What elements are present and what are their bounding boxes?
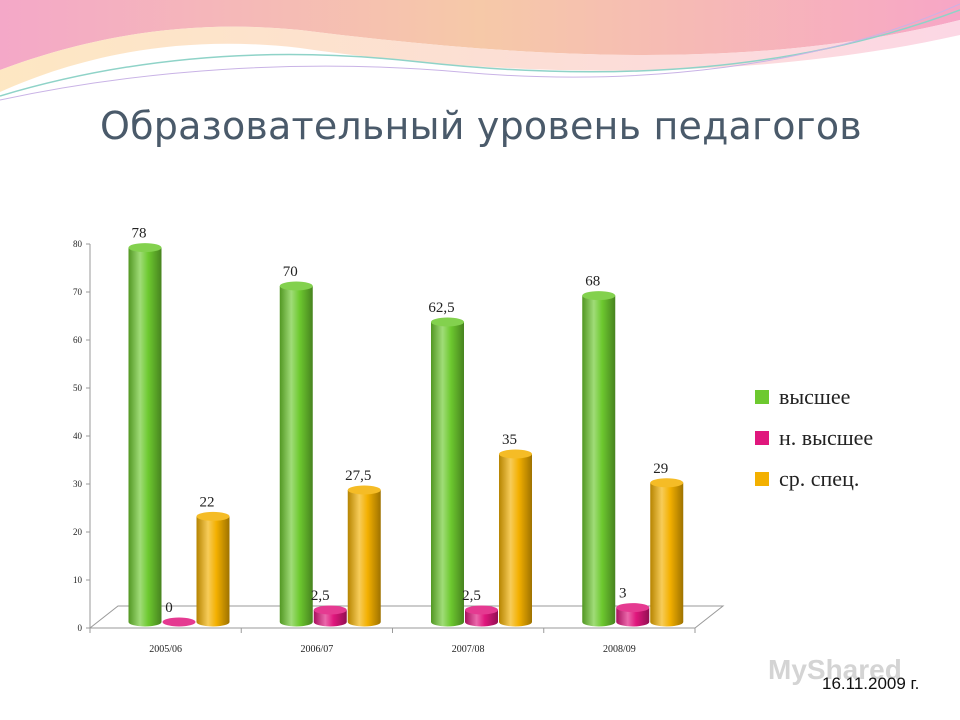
bar xyxy=(465,605,498,627)
legend-item: ср. спец. xyxy=(755,458,873,499)
bar-top xyxy=(279,281,313,291)
bar-top xyxy=(162,617,196,627)
y-tick-label: 80 xyxy=(73,239,83,249)
bar-body xyxy=(313,610,347,627)
data-label: 3 xyxy=(619,586,627,602)
y-tick-label: 30 xyxy=(73,479,83,489)
data-label: 70 xyxy=(283,264,298,280)
data-label: 68 xyxy=(585,274,600,290)
watermark: MyShared xyxy=(768,654,902,685)
bar-top xyxy=(128,243,162,253)
bar xyxy=(162,617,196,627)
bar-top xyxy=(616,603,650,613)
y-tick-label: 40 xyxy=(73,431,83,441)
y-tick-label: 10 xyxy=(73,575,83,585)
legend-swatch xyxy=(755,471,769,486)
bar-body xyxy=(196,516,230,627)
legend-label: ср. спец. xyxy=(779,465,860,491)
bar-top xyxy=(650,478,684,488)
bar xyxy=(347,485,381,627)
bar xyxy=(499,449,532,627)
bar-body xyxy=(128,247,162,627)
data-label: 22 xyxy=(200,494,215,510)
x-tick-label: 2005/06 xyxy=(149,644,182,655)
bar-body xyxy=(582,295,616,627)
bar-body xyxy=(279,286,313,627)
bar-top xyxy=(347,485,381,495)
y-tick-label: 50 xyxy=(73,383,83,393)
data-label: 0 xyxy=(165,600,173,616)
x-tick-label: 2006/07 xyxy=(300,644,333,655)
bar xyxy=(582,291,616,627)
y-tick-label: 70 xyxy=(73,287,83,297)
data-label: 78 xyxy=(132,226,147,242)
bar-top xyxy=(196,511,230,521)
data-label: 2,5 xyxy=(462,588,481,604)
bar-body xyxy=(347,490,381,627)
bar-body xyxy=(499,454,532,627)
data-label: 35 xyxy=(502,432,517,448)
legend: высшее н. высшее ср. спец. xyxy=(755,376,873,499)
legend-swatch xyxy=(755,389,769,404)
legend-item: высшее xyxy=(755,376,873,417)
data-label: 2,5 xyxy=(311,588,330,604)
bar-body xyxy=(465,610,498,627)
bar xyxy=(431,317,464,627)
bar xyxy=(650,478,684,627)
bar xyxy=(616,603,650,627)
bar-top xyxy=(465,605,498,615)
legend-swatch xyxy=(755,430,769,445)
bar xyxy=(313,605,347,627)
bar-top xyxy=(431,317,464,327)
bar-top xyxy=(582,291,616,301)
data-label: 29 xyxy=(653,461,668,477)
x-tick-label: 2007/08 xyxy=(452,644,485,655)
y-tick-label: 20 xyxy=(73,527,83,537)
header-wave-line-2 xyxy=(0,3,960,101)
bar-top xyxy=(313,605,347,615)
page-title: Образовательный уровень педагогов xyxy=(100,104,862,148)
bar-body xyxy=(616,607,650,627)
y-tick-label: 60 xyxy=(73,335,83,345)
header-decoration xyxy=(0,0,960,101)
data-label: 27,5 xyxy=(345,468,371,484)
legend-label: н. высшее xyxy=(779,424,874,450)
bar-top xyxy=(499,449,532,459)
bar-body xyxy=(431,322,464,627)
x-tick-label: 2008/09 xyxy=(603,644,636,655)
bar xyxy=(279,281,313,627)
data-label: 62,5 xyxy=(428,300,454,316)
header-wave-mid xyxy=(0,20,960,92)
bar xyxy=(128,243,162,627)
header-wave-top xyxy=(0,0,960,70)
legend-item: н. высшее xyxy=(755,417,873,458)
slide-date: 16.11.2009 г. xyxy=(822,674,920,693)
bar xyxy=(196,511,230,627)
bar-body xyxy=(650,482,684,627)
y-tick-label: 0 xyxy=(78,623,83,633)
legend-label: высшее xyxy=(779,383,851,409)
